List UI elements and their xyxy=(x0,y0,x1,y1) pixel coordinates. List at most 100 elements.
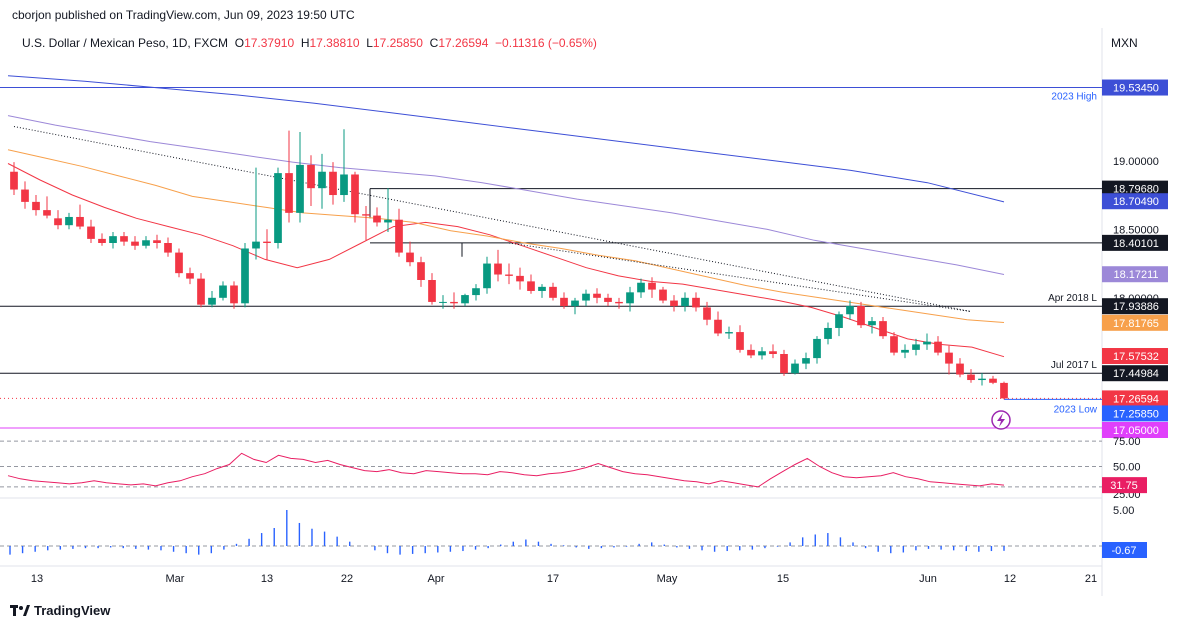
macd-badge-label: -0.67 xyxy=(1111,545,1136,557)
candle-body xyxy=(87,226,95,239)
candle-body xyxy=(758,351,766,356)
open-label: O xyxy=(234,36,245,50)
candle-body xyxy=(571,300,579,307)
candle-body xyxy=(934,341,942,353)
high-value: 17.38810 xyxy=(309,36,360,50)
time-tick-label: Mar xyxy=(166,573,185,585)
candle-body xyxy=(846,306,854,315)
candle-body xyxy=(395,219,403,253)
time-tick-label: 15 xyxy=(777,573,789,585)
symbol-name[interactable]: U.S. Dollar / Mexican Peso, 1D, FXCM xyxy=(22,36,229,50)
candle-body xyxy=(956,363,964,375)
candle-body xyxy=(747,349,755,356)
candle-body xyxy=(538,286,546,291)
candle-body xyxy=(802,358,810,364)
candle-body xyxy=(307,164,315,189)
candle-body xyxy=(615,301,623,304)
price-badge-label: 17.93886 xyxy=(1113,301,1159,313)
time-tick-label: 12 xyxy=(1004,573,1016,585)
candle-body xyxy=(175,252,183,274)
level-label: Jul 2017 L xyxy=(1051,360,1098,371)
candle-body xyxy=(923,341,931,345)
time-tick-label: 13 xyxy=(31,573,43,585)
price-badge xyxy=(1102,422,1168,438)
candle-body xyxy=(978,378,986,381)
rsi-badge-label: 31.75 xyxy=(1110,480,1138,492)
currency-label[interactable]: MXN xyxy=(1111,36,1138,50)
time-tick-label: 21 xyxy=(1085,573,1097,585)
candle-body xyxy=(461,295,469,304)
price-tick-label: 19.00000 xyxy=(1113,156,1159,168)
candle-body xyxy=(549,286,557,298)
open-value: 17.37910 xyxy=(244,36,295,50)
candle-body xyxy=(1000,382,1008,399)
candle-body xyxy=(505,274,513,276)
candle-body xyxy=(780,354,788,374)
candle-body xyxy=(362,214,370,216)
low-label: L xyxy=(366,36,373,50)
price-badge-label: 17.57532 xyxy=(1113,351,1159,363)
candle-body xyxy=(901,349,909,353)
candle-body xyxy=(824,327,832,339)
candle-body xyxy=(373,215,381,223)
candle-body xyxy=(153,240,161,243)
price-badge xyxy=(1102,266,1168,283)
candle-body xyxy=(98,238,106,243)
candle-body xyxy=(43,210,51,216)
trendline xyxy=(13,126,972,313)
candle-body xyxy=(989,378,997,383)
price-tick-label: 18.50000 xyxy=(1113,224,1159,236)
tradingview-footer[interactable]: TradingView xyxy=(10,603,110,618)
price-badge-label: 17.05000 xyxy=(1113,425,1159,437)
price-badge xyxy=(1102,234,1168,251)
candle-body xyxy=(945,352,953,364)
change-value: −0.11316 (−0.65%) xyxy=(495,36,597,50)
price-badge-label: 18.17211 xyxy=(1113,269,1158,281)
time-tick-label: Jun xyxy=(919,573,937,585)
level-label: Apr 2018 L xyxy=(1048,293,1097,304)
candle-body xyxy=(208,297,216,305)
candle-body xyxy=(769,351,777,354)
price-badge-label: 17.44984 xyxy=(1113,368,1159,380)
candle-body xyxy=(714,319,722,334)
candle-body xyxy=(32,201,40,211)
close-label: C xyxy=(429,36,439,50)
candle-body xyxy=(637,282,645,293)
candle-body xyxy=(857,306,865,326)
price-badge xyxy=(1102,193,1168,210)
macd-badge xyxy=(1102,542,1147,558)
candle-body xyxy=(604,297,612,302)
price-badge xyxy=(1102,79,1168,96)
time-tick-label: 13 xyxy=(261,573,273,585)
candle-body xyxy=(230,285,238,304)
low-value: 17.25850 xyxy=(372,36,423,50)
candle-body xyxy=(527,281,535,291)
price-badge xyxy=(1102,298,1168,315)
footer-brand: TradingView xyxy=(34,603,111,618)
ema-line-ema100 xyxy=(7,115,1005,275)
candle-body xyxy=(560,297,568,307)
candle-body xyxy=(142,240,150,246)
candle-body xyxy=(582,293,590,301)
candle-body xyxy=(879,321,887,337)
price-badge-label: 18.40101 xyxy=(1113,238,1159,250)
candle-body xyxy=(351,174,359,215)
level-label: 2023 High xyxy=(1051,92,1097,103)
candle-body xyxy=(76,216,84,227)
candle-body xyxy=(241,248,249,304)
lightning-event-icon xyxy=(997,413,1005,427)
candle-body xyxy=(10,171,18,190)
time-tick-label: 17 xyxy=(547,573,559,585)
level-label: 2023 Low xyxy=(1054,404,1098,415)
price-badge xyxy=(1102,314,1168,331)
candle-body xyxy=(54,218,62,226)
candle-body xyxy=(164,243,172,253)
symbol-legend: U.S. Dollar / Mexican Peso, 1D, FXCM O17… xyxy=(22,36,597,50)
price-badge xyxy=(1102,390,1168,407)
candle-body xyxy=(296,164,304,213)
candle-body xyxy=(967,374,975,381)
candle-body xyxy=(450,301,458,304)
time-tick-label: 22 xyxy=(341,573,353,585)
macd-tick-label: 5.00 xyxy=(1113,505,1134,517)
